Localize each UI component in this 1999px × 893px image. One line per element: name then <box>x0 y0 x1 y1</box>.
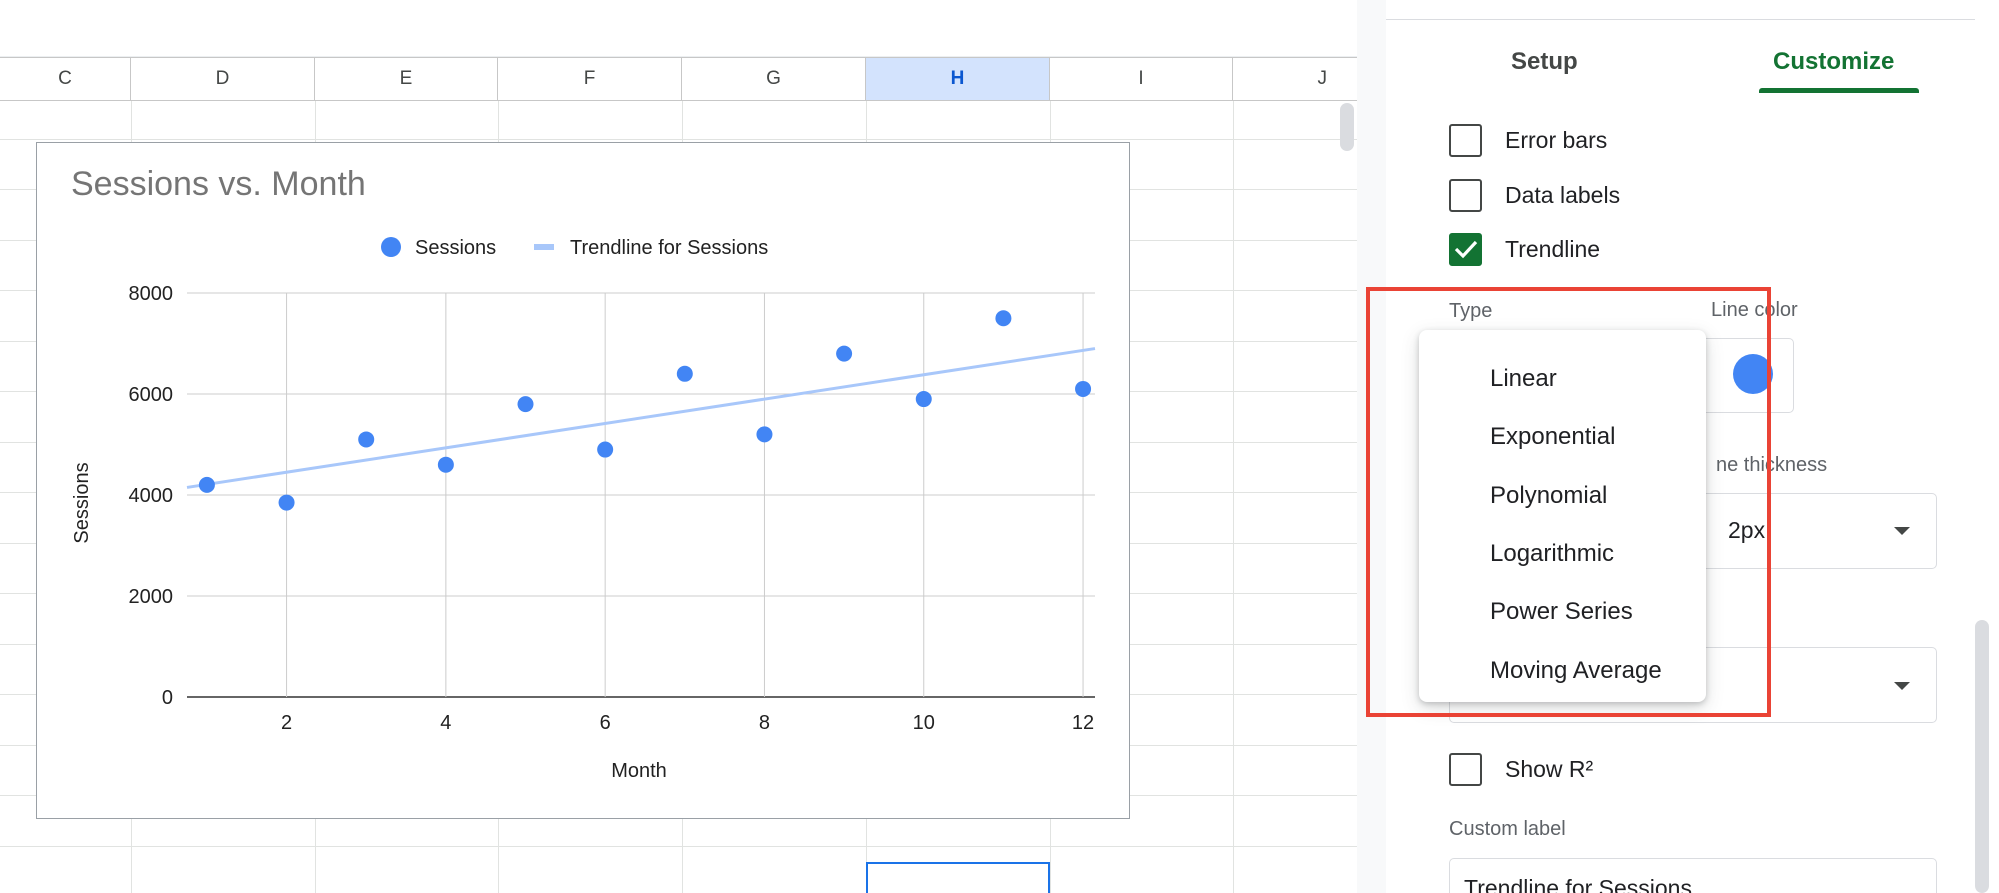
column-header-h[interactable]: H <box>866 58 1050 100</box>
trendline-type-menu: Linear Exponential Polynomial Logarithmi… <box>1419 330 1706 702</box>
column-header-g[interactable]: G <box>682 58 866 100</box>
custom-label-label: Custom label <box>1449 818 1566 840</box>
y-tick-label: 6000 <box>129 384 174 406</box>
trendline-layer <box>186 347 1096 489</box>
tab-customize[interactable]: Customize <box>1773 48 1895 75</box>
data-point <box>995 310 1012 327</box>
chevron-down-icon <box>1894 527 1910 535</box>
chart-svg: Sessions vs. Month Sessions Trendline fo… <box>71 165 1096 782</box>
data-labels-label: Data labels <box>1505 181 1621 208</box>
data-point <box>676 365 693 382</box>
x-axis-title: Month <box>611 760 667 782</box>
column-header-c[interactable]: C <box>0 58 131 100</box>
data-point <box>358 431 375 448</box>
column-header-i[interactable]: I <box>1050 58 1233 100</box>
x-tick-label: 6 <box>600 712 611 734</box>
line-color-label: Line color <box>1711 299 1798 321</box>
legend-sessions-label: Sessions <box>415 237 496 259</box>
trendline-label: Trendline <box>1505 235 1601 262</box>
menu-item-linear[interactable]: Linear <box>1490 365 1557 393</box>
menu-item-logarithmic[interactable]: Logarithmic <box>1490 540 1615 568</box>
column-header-e[interactable]: E <box>315 58 498 100</box>
y-tick-label: 2000 <box>129 586 174 608</box>
legend-sessions-marker <box>381 237 401 257</box>
error-bars-option[interactable]: Error bars <box>1449 122 1607 158</box>
data-labels-checkbox[interactable] <box>1449 178 1482 212</box>
line-thickness-label: ne thickness <box>1716 454 1828 476</box>
data-point <box>836 345 853 362</box>
column-header-row: C D E F G H I J <box>0 57 1357 101</box>
show-r2-checkbox[interactable] <box>1449 752 1482 786</box>
data-point <box>756 426 773 443</box>
data-point <box>597 441 614 458</box>
menu-item-power-series[interactable]: Power Series <box>1490 598 1633 626</box>
chart-tick-labels: 0 2000 4000 6000 8000 2 4 6 8 10 12 <box>129 283 1095 734</box>
trendline-checkbox[interactable] <box>1449 232 1482 266</box>
menu-item-polynomial[interactable]: Polynomial <box>1490 481 1608 509</box>
x-tick-label: 12 <box>1072 712 1094 734</box>
tab-setup[interactable]: Setup <box>1511 48 1578 75</box>
error-bars-checkbox[interactable] <box>1449 123 1482 157</box>
legend-trendline-marker <box>534 244 554 250</box>
data-point <box>198 476 215 493</box>
data-point <box>915 391 932 408</box>
error-bars-label: Error bars <box>1505 126 1608 153</box>
line-color-swatch <box>1733 354 1773 394</box>
y-tick-label: 4000 <box>129 485 174 507</box>
trendline <box>186 347 1096 489</box>
x-tick-label: 8 <box>759 712 770 734</box>
data-point <box>278 494 295 511</box>
panel-divider <box>1386 19 1975 20</box>
legend: Sessions Trendline for Sessions <box>381 237 768 259</box>
trendline-option[interactable]: Trendline <box>1449 231 1600 267</box>
panel-scrollbar-thumb[interactable] <box>1975 620 1989 893</box>
selected-cell[interactable] <box>866 862 1050 893</box>
checkmark-icon <box>1454 240 1478 258</box>
custom-label-value: Trendline for Sessions <box>1464 875 1692 893</box>
column-header-d[interactable]: D <box>131 58 315 100</box>
data-labels-option[interactable]: Data labels <box>1449 177 1620 213</box>
chart-gridlines <box>187 292 1095 698</box>
y-tick-label: 0 <box>162 687 173 709</box>
column-header-j[interactable]: J <box>1317 68 1328 89</box>
line-thickness-value: 2px <box>1728 517 1766 543</box>
annotation-highlight-box <box>1366 287 1771 717</box>
show-r2-label: Show R² <box>1505 755 1594 782</box>
chart[interactable]: Sessions vs. Month Sessions Trendline fo… <box>36 142 1130 819</box>
formula-bar-area <box>0 0 1357 57</box>
active-tab-indicator <box>1759 88 1919 93</box>
data-point <box>1075 380 1092 397</box>
x-tick-label: 2 <box>281 712 292 734</box>
x-tick-label: 10 <box>913 712 935 734</box>
chart-title: Sessions vs. Month <box>71 165 366 203</box>
type-label: Type <box>1449 300 1493 322</box>
y-tick-label: 8000 <box>129 283 174 305</box>
show-r2-option[interactable]: Show R² <box>1449 751 1593 787</box>
menu-item-exponential[interactable]: Exponential <box>1490 423 1616 451</box>
custom-label-input[interactable]: Trendline for Sessions <box>1449 858 1937 893</box>
data-point <box>517 396 534 413</box>
chevron-down-icon <box>1894 682 1910 690</box>
x-tick-label: 4 <box>440 712 451 734</box>
menu-item-moving-average[interactable]: Moving Average <box>1490 656 1662 684</box>
sheet-scrollbar-thumb[interactable] <box>1340 103 1354 151</box>
legend-trendline-label: Trendline for Sessions <box>570 237 768 259</box>
data-point <box>437 456 454 473</box>
spreadsheet-area: C D E F G H I J <box>0 0 1357 893</box>
column-header-f[interactable]: F <box>498 58 682 100</box>
data-points <box>198 310 1092 511</box>
y-axis-title: Sessions <box>71 462 93 543</box>
